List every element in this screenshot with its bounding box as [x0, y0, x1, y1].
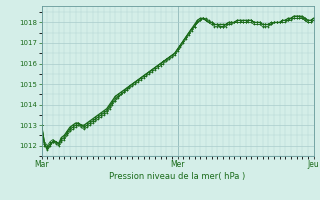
X-axis label: Pression niveau de la mer( hPa ): Pression niveau de la mer( hPa ) [109, 172, 246, 181]
